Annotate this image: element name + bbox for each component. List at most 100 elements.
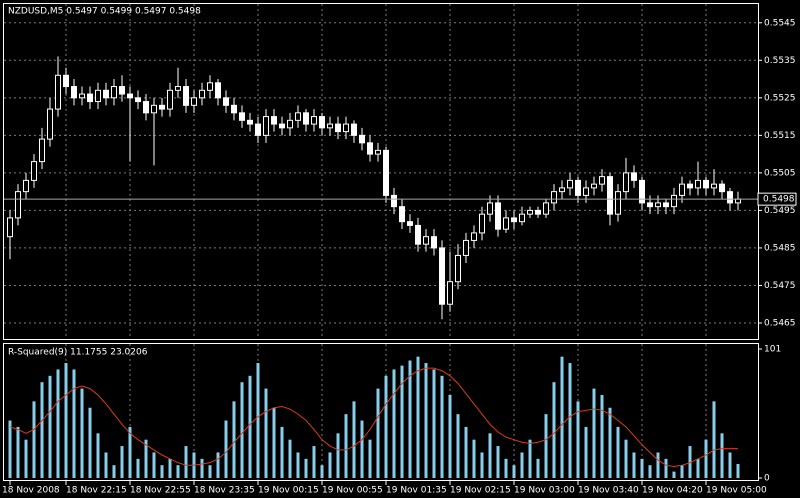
indicator-bar	[456, 414, 460, 478]
candle-body	[503, 217, 509, 230]
candle-body	[415, 224, 421, 245]
x-tick-label: 19 Nov 02:15	[450, 486, 511, 496]
indicator-bar	[616, 426, 620, 478]
indicator-bar	[496, 446, 500, 478]
indicator-bar	[608, 407, 612, 478]
indicator-bar	[696, 458, 700, 478]
indicator-bar	[144, 439, 148, 478]
candle-body	[423, 236, 429, 245]
indicator-bar	[520, 452, 524, 478]
indicator-bar	[184, 446, 188, 478]
indicator-bar	[72, 369, 76, 478]
indicator-bar	[256, 363, 260, 478]
indicator-bar	[536, 458, 540, 478]
candle-body	[679, 183, 685, 196]
indicator-bar	[344, 414, 348, 478]
candle-body	[719, 183, 725, 193]
indicator-bar	[424, 363, 428, 478]
candle-body	[727, 191, 733, 204]
indicator-bar	[736, 463, 740, 478]
candle-body	[191, 97, 197, 106]
indicator-bar	[112, 465, 116, 478]
candle-body	[623, 172, 629, 193]
candle-body	[127, 93, 133, 99]
candle-body	[599, 176, 605, 185]
indicator-bar	[120, 446, 124, 478]
candle-body	[527, 209, 533, 215]
candle-body	[711, 183, 717, 189]
candle-body	[111, 86, 117, 99]
candle-body	[391, 194, 397, 208]
indicator-bar	[624, 439, 628, 478]
indicator-bar	[240, 382, 244, 478]
indicator-bar	[160, 465, 164, 478]
indicator-bar	[552, 382, 556, 478]
candle-body	[335, 123, 341, 133]
indicator-bar	[248, 375, 252, 478]
indicator-bar	[296, 452, 300, 478]
x-tick-label: 19 Nov 01:35	[386, 486, 447, 496]
indicator-bar	[216, 452, 220, 478]
indicator-bar	[312, 446, 316, 478]
candle-body	[255, 123, 261, 136]
candle-body	[567, 179, 573, 189]
indicator-bar	[320, 465, 324, 478]
x-tick-label: 19 Nov 00:15	[258, 486, 319, 496]
candle-body	[495, 202, 501, 230]
indicator-bar	[464, 426, 468, 478]
y-tick-label: 0.5535	[764, 56, 796, 66]
indicator-bar	[448, 394, 452, 478]
y-tick-label: 0.5525	[764, 93, 796, 103]
indicator-bar	[528, 439, 532, 478]
indicator-bar	[504, 458, 508, 478]
main-pane	[3, 3, 759, 340]
candle-body	[87, 93, 93, 103]
indicator-bar	[8, 420, 12, 478]
indicator-bar	[272, 407, 276, 478]
indicator-bar	[328, 452, 332, 478]
indicator-bar	[40, 382, 44, 478]
candle-body	[663, 202, 669, 208]
indicator-bar	[32, 401, 36, 478]
bid-label: 0.5498	[763, 195, 795, 205]
candle-body	[735, 198, 741, 204]
candle-body	[55, 74, 61, 110]
indicator-bar	[208, 465, 212, 478]
indicator-bar	[232, 401, 236, 478]
indicator-bar	[304, 458, 308, 478]
indicator-bar	[152, 452, 156, 478]
candle-body	[287, 119, 293, 129]
indicator-bar	[200, 458, 204, 478]
indicator-bar	[128, 426, 132, 478]
candle-body	[359, 134, 365, 144]
indicator-bar	[440, 375, 444, 478]
candle-body	[167, 89, 173, 110]
candle-body	[471, 232, 477, 241]
x-tick-label: 18 Nov 22:15	[66, 486, 127, 496]
candle-body	[39, 138, 45, 163]
indicator-bar	[96, 433, 100, 478]
indicator-bar	[592, 388, 596, 478]
candle-body	[327, 123, 333, 129]
candle-body	[559, 187, 565, 193]
candle-body	[647, 202, 653, 208]
indicator-bar	[336, 433, 340, 478]
candle-body	[519, 213, 525, 223]
indicator-bar	[360, 420, 364, 478]
candle-body	[151, 104, 157, 114]
indicator-bar	[104, 452, 108, 478]
candle-body	[119, 86, 125, 95]
candle-body	[407, 221, 413, 226]
indicator-bar	[168, 458, 172, 478]
indicator-bar	[600, 394, 604, 478]
candle-body	[239, 112, 245, 121]
indicator-bar	[224, 420, 228, 478]
indicator-bar	[280, 426, 284, 478]
indicator-bar	[672, 471, 676, 478]
x-tick-label: 18 Nov 2008	[2, 486, 60, 496]
indicator-bar	[632, 452, 636, 478]
candle-body	[615, 191, 621, 215]
candle-body	[463, 239, 469, 256]
